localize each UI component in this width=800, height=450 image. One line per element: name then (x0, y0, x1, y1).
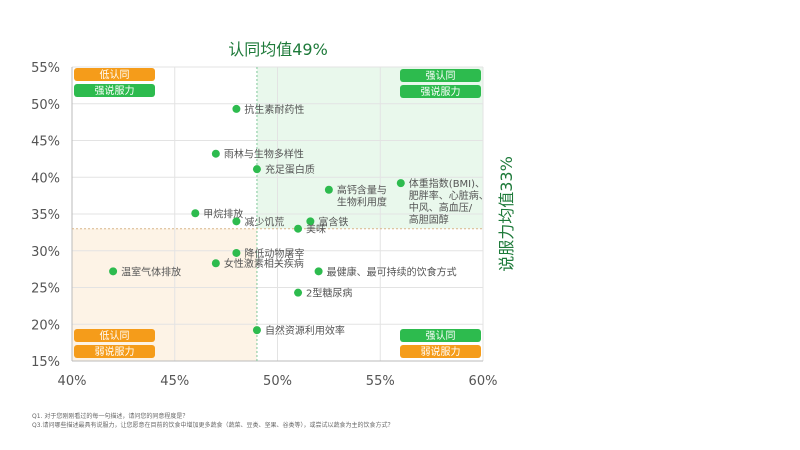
data-point-label: 雨林与生物多样性 (224, 148, 304, 161)
data-point-label: 充足蛋白质 (265, 163, 315, 176)
data-point-label: 富含铁 (318, 215, 348, 228)
data-point-label: 温室气体排放 (121, 265, 181, 278)
data-point-label: 自然资源利用效率 (265, 324, 345, 337)
data-point (232, 104, 241, 113)
y-tick-label: 20% (31, 318, 60, 333)
quadrant-badge (74, 68, 155, 81)
quadrant-badge-label: 强说服力 (421, 85, 461, 98)
quadrant-badge-label: 强说服力 (95, 84, 135, 97)
data-point (294, 224, 303, 233)
x-tick-label: 40% (58, 374, 87, 389)
y-tick-label: 25% (31, 282, 60, 297)
footnote-q1: Q1. 对于您刚刚看过的每一句描述，请问您的同意程度是？ (32, 413, 189, 420)
data-point-label: 2型糖尿病 (306, 287, 352, 300)
data-point-label: 体重指数(BMI)、肥胖率、心脏病、中风、高血压/高胆固醇 (409, 177, 489, 226)
y-tick-label: 35% (31, 208, 60, 223)
y-tick-label: 30% (31, 245, 60, 260)
quadrant-badge-label: 弱说服力 (421, 345, 461, 358)
data-point (191, 209, 200, 218)
data-point (306, 217, 315, 226)
data-point-label: 美味 (306, 223, 326, 236)
data-point-label: 降低动物屠宰 (244, 247, 304, 260)
quadrant-badge (400, 329, 481, 342)
y-tick-label: 45% (31, 135, 60, 150)
data-point (232, 217, 241, 226)
data-point (211, 149, 220, 158)
data-point-label: 最健康、最可持续的饮食方式 (327, 265, 457, 278)
y-tick-label: 15% (31, 355, 60, 370)
data-point-label: 甲烷排放 (203, 207, 243, 220)
data-point (252, 165, 261, 174)
data-point-label: 高钙含量与生物利用度 (337, 184, 387, 209)
data-point (396, 179, 405, 188)
y-tick-label: 55% (31, 61, 60, 76)
right-mean-label: 说服力均值33% (497, 156, 516, 272)
quadrant-badge (400, 69, 481, 82)
data-point (314, 267, 323, 276)
x-tick-label: 45% (160, 374, 189, 389)
quadrant-badge-label: 低认同 (100, 329, 130, 342)
data-point (211, 259, 220, 268)
quadrant-badge (400, 85, 481, 98)
footnote-q3: Q3.请问哪些描述最具有说服力，让您愿意在目前的饮食中增加更多蔬食（蔬菜、豆类、… (32, 422, 394, 429)
quadrant-badge (74, 84, 155, 97)
data-point-label: 女性激素相关疾病 (224, 257, 304, 270)
data-point (252, 326, 261, 335)
x-tick-label: 50% (263, 374, 292, 389)
data-point (232, 248, 241, 257)
y-tick-label: 40% (31, 171, 60, 186)
quadrant-badge-label: 弱说服力 (95, 345, 135, 358)
quadrant-badge-label: 低认同 (100, 68, 130, 81)
x-tick-label: 55% (366, 374, 395, 389)
quadrant-badge-label: 强认同 (426, 69, 456, 82)
data-point-label: 抗生素耐药性 (244, 103, 304, 116)
data-point-label: 减少饥荒 (244, 215, 284, 228)
data-point (109, 267, 118, 276)
x-tick-label: 60% (469, 374, 498, 389)
y-tick-label: 50% (31, 98, 60, 113)
quadrant-badge (400, 345, 481, 358)
chart-title: 认同均值49% (228, 40, 328, 59)
data-point (324, 185, 333, 194)
quadrant-badge-label: 强认同 (426, 329, 456, 342)
quadrant-badge (74, 329, 155, 342)
quadrant-badge (74, 345, 155, 358)
data-point (294, 288, 303, 297)
